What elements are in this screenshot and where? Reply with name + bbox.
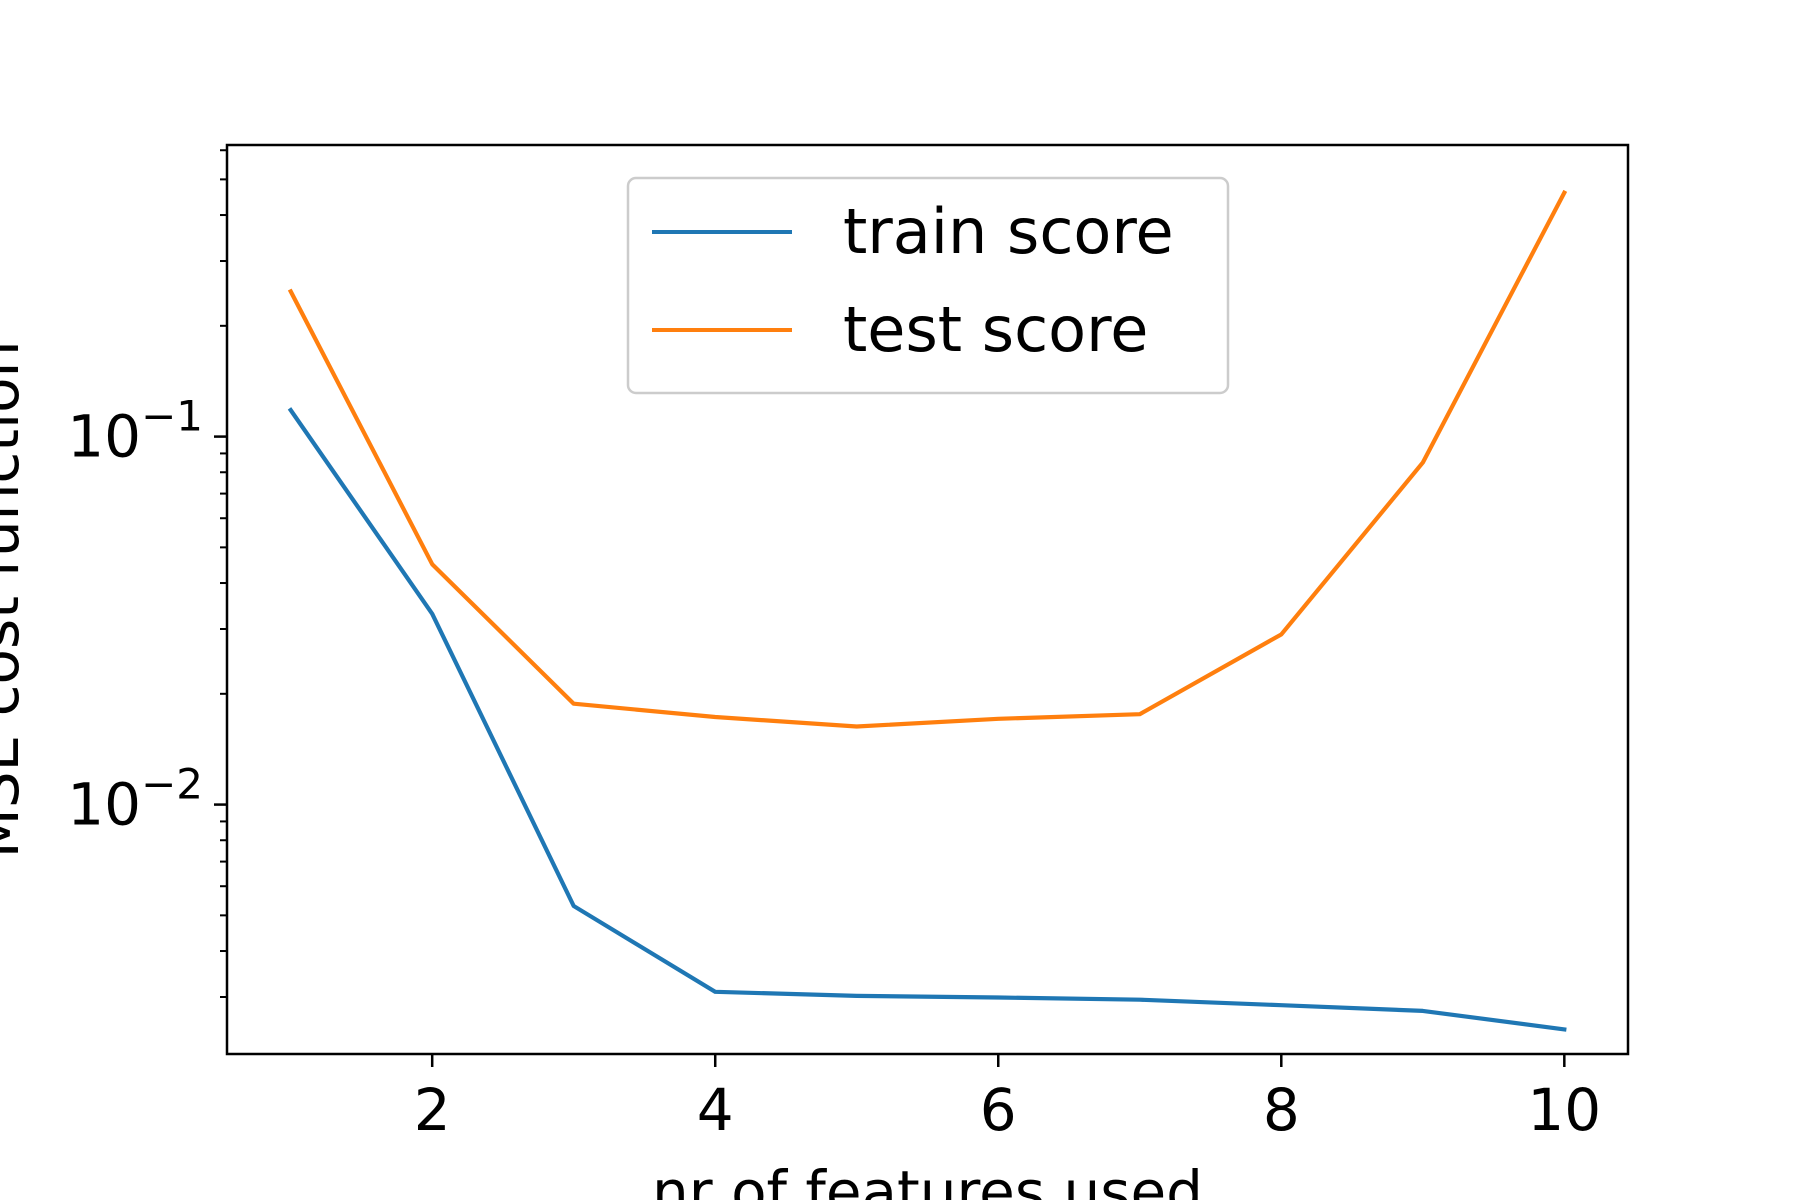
x-tick-label: 6 [980,1076,1017,1144]
x-tick-label: 8 [1263,1076,1300,1144]
y-tick-label: 10−1 [67,392,203,471]
y-tick-label: 10−2 [67,760,203,839]
y-axis-label: MSE cost function [0,341,32,859]
x-axis-ticks: 2 4 6 8 10 [414,1054,1601,1144]
series-line-train-score [287,407,1567,1032]
y-axis-ticks: 10−2 10−1 [67,392,227,839]
series-line-test-score [287,189,1568,729]
legend: train score test score [626,176,1230,395]
x-tick-label: 4 [697,1076,734,1144]
x-tick-label: 10 [1527,1076,1601,1144]
x-axis-label: nr of features used [652,1158,1203,1200]
legend-label-train-score: train score [843,195,1174,268]
legend-label-test-score: test score [843,293,1148,366]
x-tick-label: 2 [414,1076,451,1144]
plot-area-frame [225,143,1630,1056]
series-layer [287,189,1568,1032]
